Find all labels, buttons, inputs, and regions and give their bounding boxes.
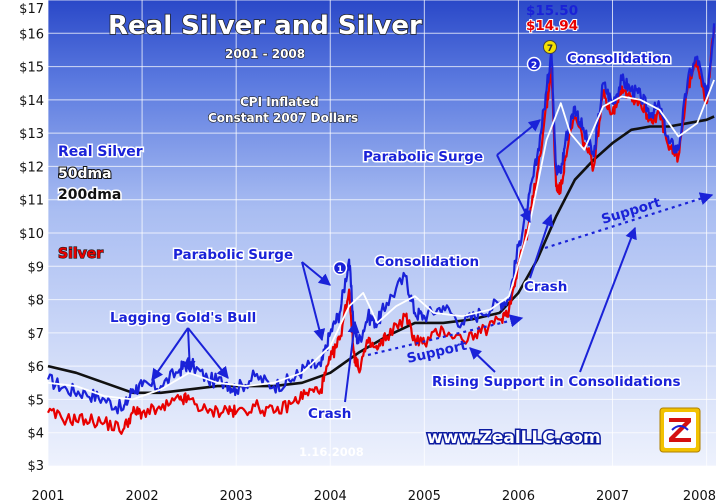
- support-line-2: [544, 192, 714, 250]
- x-tick-label: 2002: [126, 489, 159, 504]
- arrow-lagging-3: [187, 327, 229, 379]
- annotation-consolidation-1: Consolidation: [375, 254, 479, 270]
- y-tick-label: $15: [19, 61, 44, 76]
- callout-real-peak: $15.50: [526, 3, 578, 19]
- arrow-crash2: [529, 213, 554, 279]
- series-line-200dma: [47, 115, 715, 395]
- x-tick-label: 2006: [502, 489, 535, 504]
- annotation-crash-1: Crash: [308, 406, 351, 422]
- arrow-lagging-2: [183, 327, 196, 374]
- series-line-real-silver: [46, 23, 716, 415]
- grid: [47, 0, 716, 467]
- annotation-rising-support: Rising Support in Consolidations: [432, 374, 680, 390]
- arrow-rising-1: [469, 347, 496, 373]
- y-tick-label: $3: [27, 459, 44, 474]
- x-tick-label: 2005: [408, 489, 441, 504]
- y-tick-label: $6: [27, 360, 44, 375]
- support-line-1: [367, 314, 524, 357]
- marker-2: 2: [526, 56, 542, 72]
- y-tick-label: $17: [19, 2, 44, 17]
- brand-logo-icon: [659, 407, 701, 453]
- y-tick-label: $12: [19, 160, 44, 175]
- x-tick-label: 2001: [31, 489, 64, 504]
- arrow-surge1-a: [301, 261, 326, 342]
- annotation-consolidation-2: Consolidation: [567, 51, 671, 67]
- svg-text:2: 2: [531, 61, 537, 71]
- svg-text:1: 1: [337, 265, 343, 275]
- x-tick-label: 2007: [596, 489, 629, 504]
- x-tick-label: 2004: [314, 489, 347, 504]
- y-tick-label: $8: [27, 294, 44, 309]
- x-tick-label: 2008: [683, 489, 716, 504]
- arrow-surge2-a: [496, 154, 531, 224]
- x-tick-label: 2003: [220, 489, 253, 504]
- annotation-crash-2: Crash: [524, 279, 567, 295]
- arrow-surge2-b: [496, 119, 541, 156]
- annotation-parabolic-surge-2: Parabolic Surge: [363, 149, 483, 165]
- series-layer: [46, 23, 716, 435]
- chart-note-line2: Constant 2007 Dollars: [208, 111, 358, 125]
- arrow-surge1-b: [301, 261, 331, 286]
- arrow-lagging-1: [151, 327, 189, 381]
- chart-subtitle: 2001 - 2008: [225, 47, 305, 61]
- legend-200dma: 200dma: [58, 187, 121, 203]
- y-axis-ticks: $3 $4 $5 $6 $7 $8 $9 $10 $11 $12 $13 $14 $15 $16 $17: [19, 2, 44, 474]
- arrow-crash1: [344, 320, 360, 403]
- marker-1: 1: [332, 260, 348, 276]
- chart-note-line1: CPI Inflated: [240, 95, 319, 109]
- series-line-50dma: [47, 79, 715, 401]
- y-tick-label: $7: [27, 327, 44, 342]
- marker-7: 7: [543, 40, 557, 54]
- y-tick-label: $4: [27, 427, 44, 442]
- date-note: 1.16.2008: [299, 445, 364, 459]
- y-tick-label: $9: [27, 260, 44, 275]
- svg-text:7: 7: [547, 44, 553, 54]
- legend-50dma: 50dma: [58, 166, 112, 182]
- y-tick-label: $13: [19, 127, 44, 142]
- legend-silver: Silver: [58, 246, 103, 262]
- annotation-lagging-golds-bull: Lagging Gold's Bull: [110, 310, 256, 326]
- chart-title: Real Silver and Silver: [108, 11, 422, 41]
- brand-url: www.ZealLLC.com: [427, 428, 601, 448]
- annotation-arrows: [151, 119, 637, 403]
- y-tick-label: $11: [19, 194, 44, 209]
- x-axis-ticks: 2001 2002 2003 2004 2005 2006 2007 2008: [31, 489, 716, 504]
- y-tick-label: $5: [27, 393, 44, 408]
- y-tick-label: $14: [19, 94, 44, 109]
- annotation-parabolic-surge-1: Parabolic Surge: [173, 247, 293, 263]
- y-tick-label: $10: [19, 227, 44, 242]
- legend-real-silver: Real Silver: [58, 144, 143, 160]
- arrow-rising-2: [579, 226, 637, 373]
- callout-nominal-peak: $14.94: [526, 18, 578, 34]
- y-tick-label: $16: [19, 27, 44, 42]
- support-lines: [367, 192, 714, 357]
